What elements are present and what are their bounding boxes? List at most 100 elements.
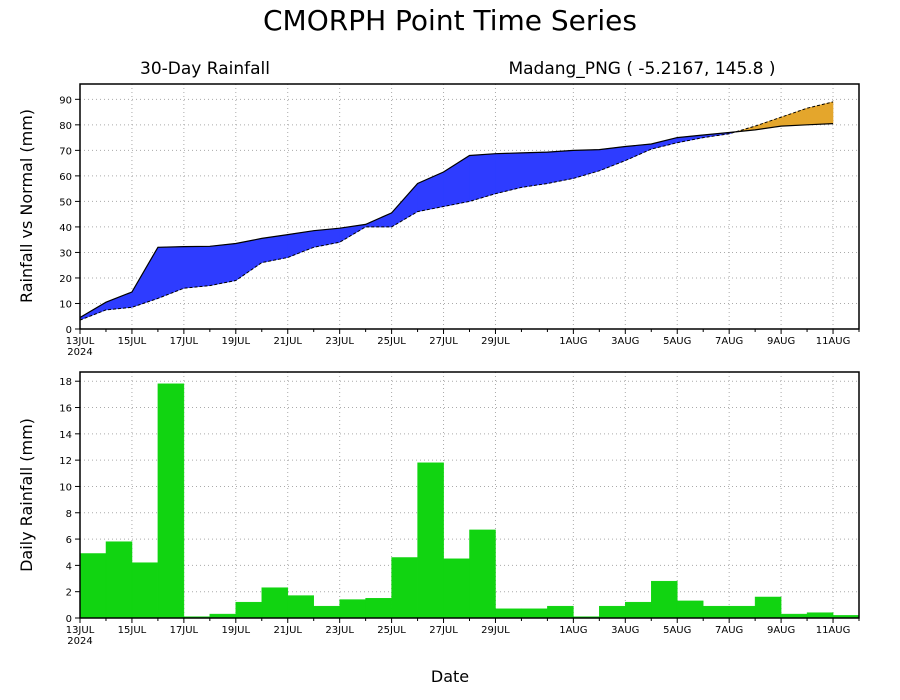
x-tick-label: 15JUL [118, 625, 147, 636]
daily-rainfall-bar [651, 580, 678, 619]
above-normal-fill [131, 246, 159, 308]
y-tick-label: 20 [59, 274, 72, 285]
above-normal-fill [547, 150, 574, 184]
x-tick-label: 5AUG [663, 336, 691, 347]
above-normal-fill [598, 146, 626, 172]
normal-series-line [79, 101, 834, 321]
daily-rainfall-bar [495, 608, 522, 619]
x-tick-label: 3AUG [611, 336, 639, 347]
bottom-y-axis: 0 2 4 6 8 10 12 14 16 18 [59, 377, 80, 625]
y-tick-label: 10 [59, 299, 72, 310]
y-tick-label: 4 [66, 561, 72, 572]
below-normal-fill [780, 107, 808, 127]
x-tick-label: 27JUL [429, 336, 458, 347]
x-tick-label: 17JUL [170, 625, 199, 636]
daily-rainfall-bar [806, 612, 834, 619]
x-tick-label: 3AUG [611, 625, 639, 636]
y-tick-label: 12 [59, 456, 72, 467]
above-normal-fill [287, 230, 315, 258]
y-tick-label: 60 [59, 172, 72, 183]
y-tick-label: 40 [59, 223, 72, 234]
y-tick-label: 90 [59, 95, 72, 106]
top-fill [79, 101, 834, 321]
x-tick-label: 1AUG [559, 336, 587, 347]
below-normal-fill [806, 101, 834, 126]
y-tick-label: 6 [66, 535, 72, 546]
x-tick-label: 19JUL [222, 625, 251, 636]
y-tick-label: 2 [66, 588, 72, 599]
y-tick-label: 30 [59, 248, 72, 259]
daily-rainfall-bar [131, 562, 159, 619]
x-tick-label: 7AUG [715, 625, 743, 636]
daily-rainfall-bar [365, 598, 392, 619]
daily-rainfall-bar [79, 553, 107, 619]
x-tick-label: 7AUG [715, 336, 743, 347]
x-tick-label: 29JUL [481, 336, 510, 347]
x-tick-label: 21JUL [273, 336, 302, 347]
daily-rainfall-bar [599, 605, 626, 619]
x-tick-label: 21JUL [273, 625, 302, 636]
x-tick-label: 15JUL [118, 336, 147, 347]
above-normal-fill [495, 152, 522, 195]
y-tick-label: 70 [59, 146, 72, 157]
y-tick-label: 18 [59, 377, 72, 388]
top-series-lines [79, 101, 834, 321]
y-tick-label: 10 [59, 482, 72, 493]
above-normal-fill [157, 246, 185, 299]
daily-rainfall-bar [625, 601, 652, 619]
top-ylabel: Rainfall vs Normal (mm) [17, 109, 36, 303]
x-tick-label: 11AUG [816, 336, 851, 347]
x-tick-label: 19JUL [222, 336, 251, 347]
x-tick-label: 11AUG [816, 625, 851, 636]
above-normal-fill [235, 238, 263, 282]
daily-rainfall-bar [702, 605, 730, 619]
main-title: CMORPH Point Time Series [263, 4, 637, 37]
above-normal-fill [521, 151, 548, 188]
y-tick-label: 14 [59, 430, 72, 441]
x-axis-label: Date [431, 667, 469, 686]
bottom-ylabel: Daily Rainfall (mm) [17, 418, 36, 572]
y-tick-label: 0 [66, 325, 72, 336]
y-tick-label: 8 [66, 509, 72, 520]
x-tick-label: 13JUL [66, 625, 95, 636]
y-tick-label: 16 [59, 404, 72, 415]
top-grid [80, 84, 859, 329]
above-normal-fill [391, 182, 418, 228]
x-tick-label: 9AUG [767, 625, 795, 636]
top-y-axis: 0 10 20 30 40 50 60 70 80 90 [59, 95, 80, 336]
y-tick-label: 80 [59, 121, 72, 132]
daily-rainfall-bar [339, 599, 366, 619]
top-panel-title: 30-Day Rainfall [140, 59, 270, 79]
x-tick-year: 2024 [67, 636, 92, 647]
top-plot-frame [79, 83, 860, 330]
actual-series-line [79, 123, 834, 319]
bottom-bars [79, 383, 860, 619]
daily-rainfall-bar [261, 587, 289, 619]
x-tick-label: 1AUG [559, 625, 587, 636]
daily-rainfall-bar [728, 605, 756, 619]
x-tick-year: 2024 [67, 347, 92, 358]
daily-rainfall-bar [443, 558, 470, 619]
x-tick-label: 23JUL [325, 336, 354, 347]
daily-rainfall-bar [547, 605, 574, 619]
x-tick-label: 25JUL [377, 336, 406, 347]
daily-rainfall-bar [754, 596, 782, 619]
x-tick-label: 27JUL [429, 625, 458, 636]
above-normal-fill [209, 243, 237, 286]
x-tick-label: 29JUL [481, 625, 510, 636]
daily-rainfall-bar [235, 601, 263, 619]
daily-rainfall-bar [521, 608, 548, 619]
x-tick-label: 9AUG [767, 336, 795, 347]
above-normal-fill [469, 153, 496, 202]
daily-rainfall-bar [676, 600, 704, 619]
daily-rainfall-bar [417, 462, 444, 619]
above-normal-fill [183, 245, 211, 289]
y-tick-label: 0 [66, 614, 72, 625]
daily-rainfall-bar [105, 541, 133, 619]
x-tick-label: 23JUL [325, 625, 354, 636]
